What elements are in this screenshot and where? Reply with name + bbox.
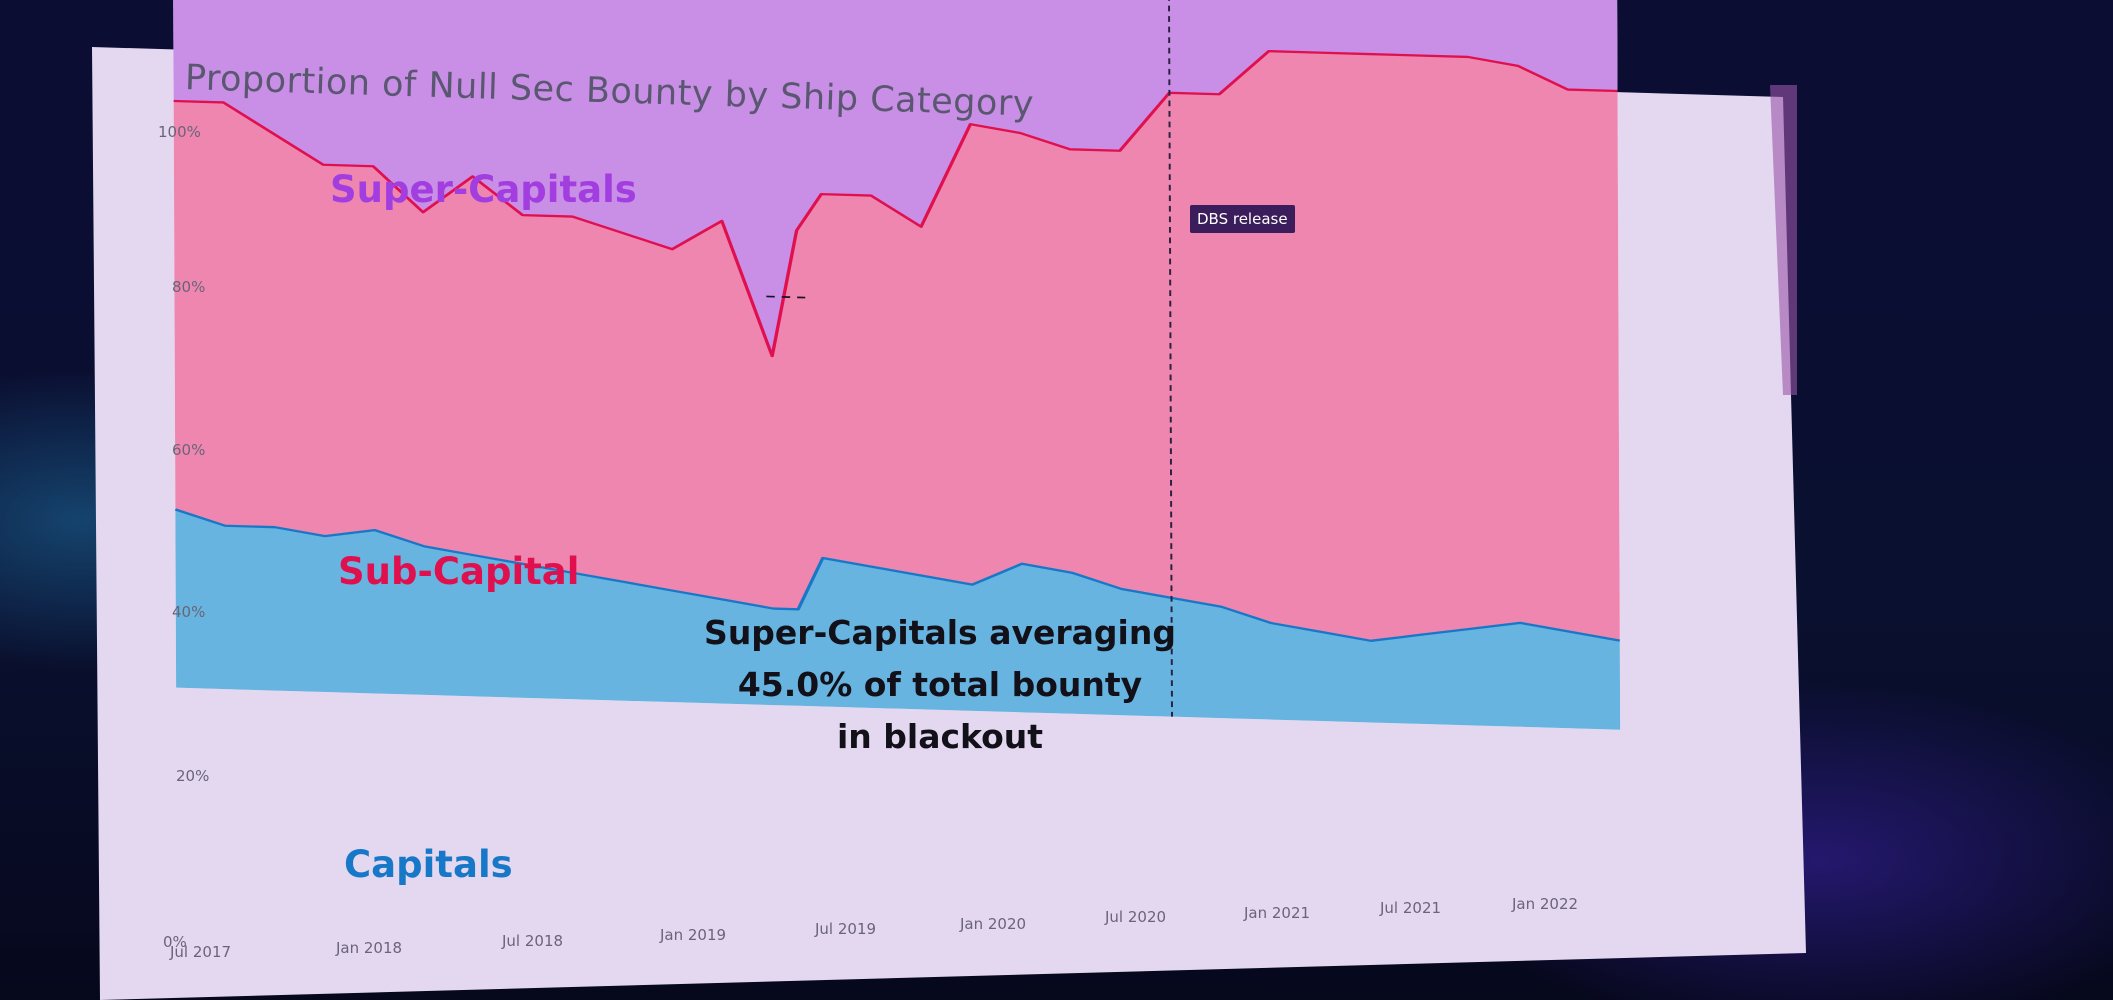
x-tick-label: Jan 2019 [659, 926, 726, 944]
chart-frame: 100% 80% 60% 40% 20% 0%Jul 2017 Jan 2018 Jul 20… [158, 0, 1621, 961]
blackout-annotation: Super-Capitals averaging 45.0% of total … [700, 607, 1180, 763]
y-tick-label: 0% [163, 933, 187, 951]
area-capitals [175, 509, 1621, 730]
annotation-line-1: Super-Capitals averaging [704, 613, 1176, 652]
y-tick-label: 100% [158, 123, 201, 141]
side-glow [1770, 85, 1797, 395]
area-sub-capital [173, 51, 1620, 641]
plot-area [173, 0, 1621, 730]
x-tick-label: Jul 2020 [1104, 908, 1166, 926]
dbs-release-badge: DBS release [1190, 205, 1295, 233]
x-tick-label: Jan 2018 [335, 939, 402, 957]
y-tick-label: 20% [176, 767, 209, 785]
annotation-line-3: in blackout [836, 717, 1044, 756]
super-capitals-label: Super-Capitals [330, 168, 637, 211]
x-tick-label: Jul 2018 [501, 932, 563, 950]
blackout-marker [766, 295, 806, 299]
y-tick-label: 80% [172, 278, 205, 296]
annotation-line-2: 45.0% of total bounty [737, 665, 1143, 704]
capitals-label: Capitals [344, 843, 513, 886]
area-super-capitals [173, 0, 1618, 357]
x-tick-label: Jan 2020 [959, 915, 1026, 933]
x-tick-label: Jul 2021 [1379, 899, 1441, 917]
x-tick-label: Jul 2019 [814, 920, 876, 938]
sub-capital-label: Sub-Capital [338, 550, 580, 593]
dbs-release-line [1167, 0, 1173, 717]
y-tick-label: 40% [172, 603, 205, 621]
y-tick-label: 60% [172, 441, 205, 459]
x-tick-label: Jan 2021 [1243, 904, 1310, 922]
x-tick-label: Jan 2022 [1511, 895, 1578, 913]
x-tick-label: Jul 2017 [169, 943, 231, 961]
